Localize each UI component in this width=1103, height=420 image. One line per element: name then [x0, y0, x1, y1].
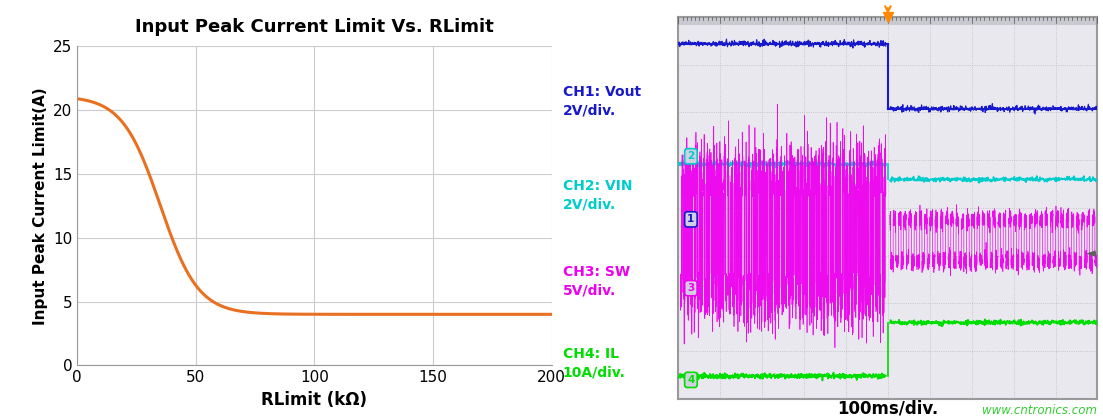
- Text: 1: 1: [687, 214, 695, 224]
- Text: www.cntronics.com: www.cntronics.com: [983, 404, 1097, 417]
- Text: CH1: Vout
2V/div.: CH1: Vout 2V/div.: [563, 84, 641, 117]
- Title: Input Peak Current Limit Vs. RLimit: Input Peak Current Limit Vs. RLimit: [135, 18, 494, 36]
- FancyBboxPatch shape: [678, 17, 1097, 25]
- Text: ◄: ◄: [1085, 247, 1095, 260]
- Text: 100ms/div.: 100ms/div.: [837, 400, 939, 418]
- Text: 3: 3: [687, 283, 695, 293]
- Text: CH3: SW
5V/div.: CH3: SW 5V/div.: [563, 265, 630, 298]
- Text: CH2: VIN
2V/div.: CH2: VIN 2V/div.: [563, 179, 632, 212]
- Text: 2: 2: [687, 151, 695, 161]
- Text: 4: 4: [687, 375, 695, 385]
- X-axis label: RLimit (kΩ): RLimit (kΩ): [261, 391, 367, 409]
- Y-axis label: Input Peak Current Limit(A): Input Peak Current Limit(A): [33, 87, 47, 325]
- Text: CH4: IL
10A/div.: CH4: IL 10A/div.: [563, 347, 625, 380]
